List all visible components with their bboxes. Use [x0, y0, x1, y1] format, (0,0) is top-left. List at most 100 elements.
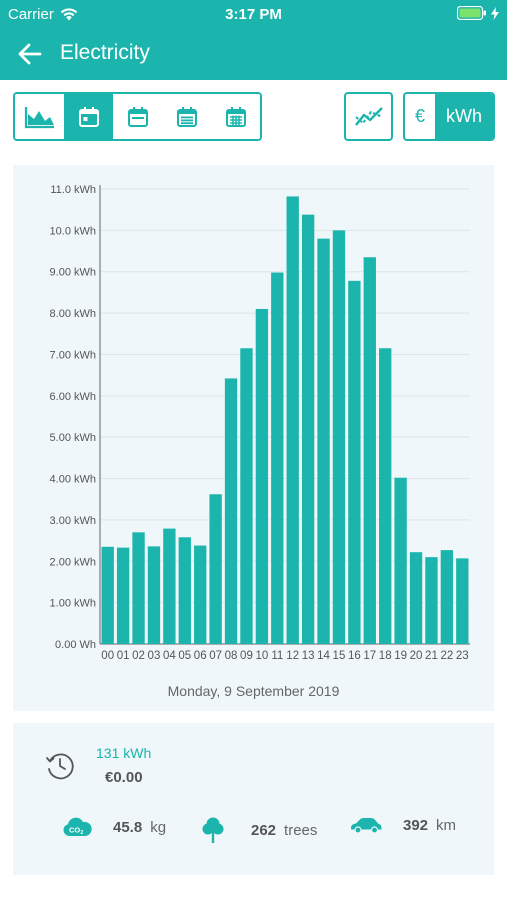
x-tick-label: 00 — [101, 650, 114, 662]
chart-bar — [255, 308, 269, 644]
total-cost-value: €0.00 — [105, 769, 143, 786]
x-tick-label: 21 — [425, 650, 438, 662]
chart-bar — [456, 558, 469, 644]
back-arrow-icon[interactable] — [16, 40, 44, 68]
x-tick-label: 05 — [178, 650, 191, 662]
chart-bar — [286, 196, 299, 645]
chart-bar — [409, 552, 423, 644]
summary-card: 131 kWh €0.00 CO 2 45.8 kg 262 trees 392… — [13, 723, 494, 875]
chart-bar — [332, 230, 346, 644]
chart-bar — [147, 546, 161, 644]
x-tick-label: 15 — [333, 650, 346, 662]
chart-bar — [348, 280, 361, 644]
consumption-bar-chart: 0.00 Wh 1.00 kWh 2.00 kWh 3.00 kWh 4.00 kWh 5… — [50, 184, 470, 662]
carrier-label: Carrier — [8, 6, 54, 23]
status-bar: Carrier 3:17 PM — [0, 0, 507, 28]
x-tick-label: 07 — [209, 650, 222, 662]
battery-indicator — [457, 6, 499, 20]
trend-line-icon — [354, 106, 383, 126]
distance-unit: km — [436, 816, 457, 834]
week-calendar-icon — [127, 106, 148, 127]
chart-date-label: Monday, 9 September 2019 — [167, 683, 340, 699]
clock-history-icon — [46, 753, 74, 780]
y-tick-label: 1.00 kWh — [50, 598, 96, 610]
page-title: Electricity — [60, 41, 150, 64]
day-period-button[interactable] — [64, 94, 113, 139]
week-period-button[interactable] — [113, 94, 162, 139]
chart-bar — [425, 557, 438, 644]
kwh-unit-button[interactable]: kWh — [435, 94, 493, 139]
co2-stat: CO 2 45.8 kg — [61, 816, 166, 838]
total-energy-value: 131 kWh — [96, 745, 152, 761]
co2-unit: kg — [150, 818, 167, 836]
chart-bar — [317, 238, 330, 644]
trees-value: 262 — [251, 821, 277, 839]
x-tick-label: 22 — [440, 650, 453, 662]
x-tick-label: 13 — [302, 650, 315, 662]
chart-bar — [240, 348, 253, 644]
y-tick-label: 11.0 kWh — [50, 184, 96, 196]
euro-unit-button[interactable]: € — [414, 106, 425, 126]
x-tick-label: 16 — [348, 650, 361, 662]
x-tick-label: 17 — [363, 650, 376, 662]
period-selector — [13, 92, 262, 141]
chart-bar — [224, 378, 238, 644]
chart-bar — [163, 528, 176, 644]
y-tick-label: 6.00 kWh — [50, 391, 96, 403]
area-chart-button[interactable] — [15, 94, 64, 139]
trend-toggle-button[interactable] — [344, 92, 393, 141]
charging-icon — [491, 6, 499, 20]
navigation-bar: Electricity — [0, 28, 507, 80]
x-tick-label: 19 — [394, 650, 407, 662]
chart-bar — [178, 537, 191, 644]
chart-bar — [101, 546, 114, 644]
y-tick-label: 9.00 kWh — [50, 267, 96, 279]
year-calendar-icon — [225, 106, 246, 127]
distance-stat: 392 km — [349, 816, 456, 834]
status-time: 3:17 PM — [225, 6, 282, 23]
chart-bar — [132, 532, 145, 644]
distance-value: 392 — [403, 816, 429, 834]
chart-bar — [194, 545, 207, 644]
chart-bar — [379, 348, 392, 644]
y-tick-label: 8.00 kWh — [50, 308, 96, 320]
day-calendar-icon — [78, 106, 99, 127]
x-tick-label: 23 — [456, 650, 469, 662]
x-tick-label: 12 — [286, 650, 299, 662]
x-tick-label: 06 — [194, 650, 207, 662]
y-tick-label: 4.00 kWh — [50, 474, 96, 486]
chart-bar — [301, 214, 315, 644]
chart-bar — [394, 477, 407, 644]
battery-icon — [457, 6, 486, 20]
co2-value: 45.8 — [113, 818, 143, 836]
x-tick-label: 20 — [410, 650, 423, 662]
x-tick-label: 04 — [163, 650, 176, 662]
x-tick-label: 03 — [148, 650, 161, 662]
y-tick-label: 3.00 kWh — [50, 515, 96, 527]
unit-selector: € kWh — [403, 92, 495, 141]
trees-stat: 262 trees — [201, 816, 317, 844]
y-tick-label: 2.00 kWh — [50, 556, 96, 568]
x-tick-label: 01 — [117, 650, 130, 662]
y-tick-label: 0.00 Wh — [55, 639, 96, 651]
carrier-indicator: Carrier — [8, 6, 78, 23]
chart-card: 0.00 Wh 1.00 kWh 2.00 kWh 3.00 kWh 4.00 kWh 5… — [13, 165, 494, 711]
y-tick-label: 10.0 kWh — [50, 225, 96, 237]
wifi-icon — [60, 8, 78, 21]
chart-bar — [209, 494, 222, 644]
x-tick-label: 10 — [255, 650, 268, 662]
year-period-button[interactable] — [211, 94, 260, 139]
car-icon — [351, 818, 382, 834]
x-tick-label: 14 — [317, 650, 330, 662]
tree-icon — [202, 817, 224, 843]
area-chart-icon — [24, 106, 54, 128]
co2-cloud-icon: CO 2 — [63, 817, 92, 836]
svg-text:2: 2 — [81, 830, 84, 836]
chart-bar — [440, 550, 454, 644]
trees-unit: trees — [284, 821, 318, 839]
x-tick-label: 11 — [271, 650, 283, 662]
y-tick-label: 5.00 kWh — [50, 432, 96, 444]
x-tick-label: 09 — [240, 650, 253, 662]
svg-text:CO: CO — [69, 826, 80, 835]
month-period-button[interactable] — [162, 94, 211, 139]
